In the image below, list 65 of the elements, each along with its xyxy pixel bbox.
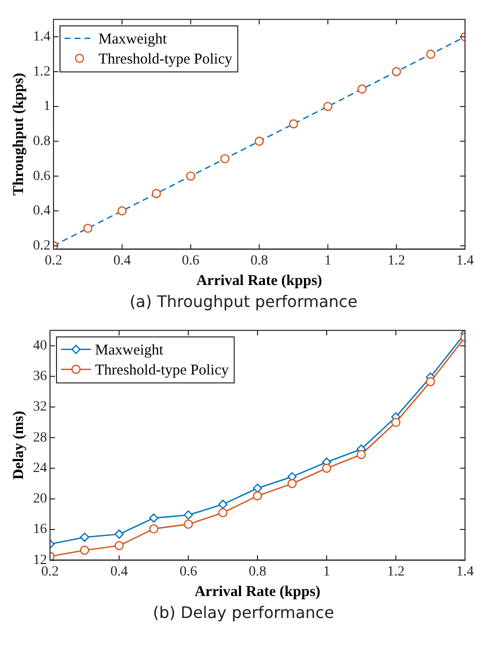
y-tick-label: 1 <box>44 99 50 114</box>
point <box>426 50 436 59</box>
y-tick-label: 1.4 <box>33 29 50 44</box>
point <box>114 530 124 539</box>
point <box>323 102 332 112</box>
point <box>391 418 400 427</box>
y-tick-label: 1.2 <box>33 64 50 80</box>
x-tick-label: 0.4 <box>110 564 128 580</box>
point <box>117 206 127 216</box>
point <box>83 224 92 233</box>
x-tick-label: 1.2 <box>388 253 406 268</box>
x-tick-label: 1.2 <box>387 564 405 580</box>
y-tick-label: 0.4 <box>33 204 50 219</box>
y-tick-label: 0.2 <box>33 238 50 254</box>
x-tick-label: 0.6 <box>180 564 198 580</box>
point <box>358 84 367 94</box>
point <box>356 450 366 460</box>
x-axis-title: Arrival Rate (kpps) <box>196 272 322 289</box>
y-axis-title: Delay (ms) <box>10 410 27 480</box>
x-tick-label: 0.8 <box>248 564 266 580</box>
point <box>218 508 228 518</box>
point <box>220 154 230 164</box>
y-tick-label: 0.6 <box>33 168 50 184</box>
point <box>287 479 297 488</box>
point <box>252 491 262 500</box>
point <box>149 524 158 534</box>
point <box>392 67 402 76</box>
y-tick-label: 28 <box>33 430 47 446</box>
y-tick-label: 36 <box>33 369 47 384</box>
x-tick-label: 1 <box>323 564 330 580</box>
x-tick-label: 1 <box>324 253 332 268</box>
point <box>186 171 196 181</box>
text: (a) Throughput performance <box>128 292 358 311</box>
point <box>254 136 264 146</box>
point <box>184 520 193 529</box>
x-tick-label: 1.4 <box>456 253 474 268</box>
legend-label: Threshold-type Policy <box>98 51 233 68</box>
y-tick-label: 40 <box>33 338 47 354</box>
legend-label: Maxweight <box>98 31 168 48</box>
y-axis-title: Throughput (kpps) <box>10 72 27 196</box>
legend-label: Maxweight <box>95 342 164 358</box>
x-axis-title: Arrival Rate (kpps) <box>194 584 320 600</box>
y-tick-label: 16 <box>33 522 47 538</box>
x-tick-label: 1.4 <box>456 564 474 580</box>
point <box>426 377 436 386</box>
point <box>218 500 228 509</box>
point <box>149 513 158 523</box>
legend-label: Threshold-type Policy <box>95 362 230 378</box>
x-tick-label: 0.2 <box>44 253 62 268</box>
point <box>322 464 332 473</box>
point <box>184 510 193 520</box>
point <box>252 484 262 493</box>
point <box>80 532 90 542</box>
y-tick-label: 24 <box>33 460 47 476</box>
y-tick-label: 20 <box>33 492 47 507</box>
x-tick-label: 0.6 <box>182 253 200 268</box>
x-tick-label: 0.8 <box>250 253 268 268</box>
text: (b) Delay performance <box>152 603 336 622</box>
y-tick-label: 0.8 <box>33 134 50 149</box>
point <box>80 546 90 555</box>
point <box>114 541 124 550</box>
point <box>152 188 161 198</box>
point <box>288 119 298 128</box>
x-tick-label: 0.4 <box>113 253 131 268</box>
y-tick-label: 32 <box>33 400 47 415</box>
